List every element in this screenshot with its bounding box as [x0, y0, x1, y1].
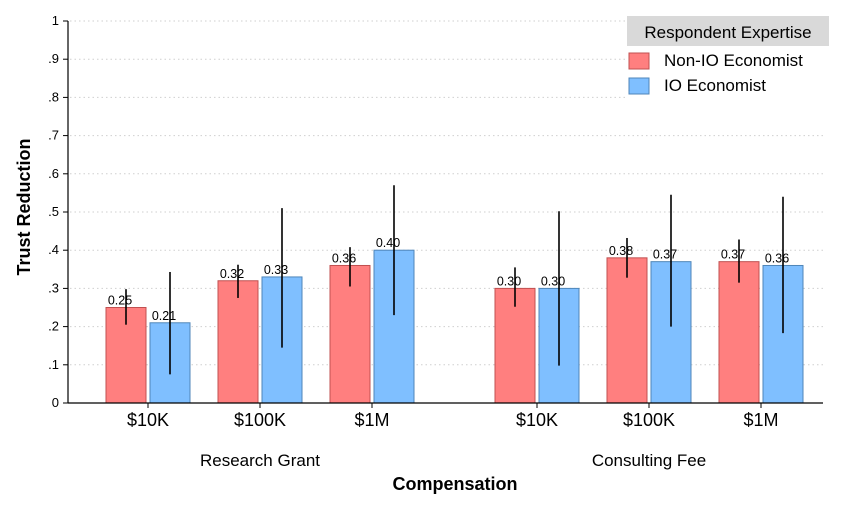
labels: 0 .1 .2 .3 .4 .5 .6 .7 .8 .9 1 0.25 0.21 $10K 0.32 0.33…: [48, 13, 789, 470]
legend-label-non-io: Non-IO Economist: [664, 51, 803, 70]
legend-swatch-io: [628, 77, 650, 95]
group-label: Consulting Fee: [592, 451, 706, 470]
y-tick-label: 1: [52, 13, 59, 28]
data-label: 0.37: [653, 248, 677, 262]
y-tick-label: .8: [48, 89, 59, 104]
legend-title: Respondent Expertise: [644, 23, 811, 42]
bar-non-io: [329, 264, 371, 404]
legend-title-background: [627, 16, 829, 46]
legend: Respondent Expertise Non-IO Economist IO…: [627, 16, 829, 102]
data-label: 0.30: [541, 274, 565, 288]
y-tick-label: .4: [48, 242, 59, 257]
legend-swatch-non-io: [628, 52, 650, 70]
x-tick-label: $10K: [516, 410, 558, 430]
x-tick-label: $100K: [623, 410, 675, 430]
bar-non-io: [718, 261, 760, 404]
bars: [105, 185, 804, 404]
y-tick-label: .9: [48, 51, 59, 66]
y-tick-label: .1: [48, 357, 59, 372]
y-tick-label: .3: [48, 280, 59, 295]
bar-non-io: [606, 257, 648, 404]
data-label: 0.30: [497, 274, 521, 288]
data-label: 0.37: [721, 248, 745, 262]
data-label: 0.32: [220, 267, 244, 281]
y-tick-label: .5: [48, 204, 59, 219]
bar-non-io: [217, 280, 259, 404]
axes: [63, 20, 823, 408]
legend-body: [627, 50, 827, 102]
x-tick-label: $100K: [234, 410, 286, 430]
data-label: 0.25: [108, 294, 132, 308]
data-label: 0.40: [376, 236, 400, 250]
y-tick-label: .2: [48, 319, 59, 334]
y-tick-label: 0: [52, 395, 59, 410]
y-tick-label: .6: [48, 166, 59, 181]
x-axis-title: Compensation: [392, 474, 517, 494]
x-tick-label: $10K: [127, 410, 169, 430]
bar-non-io: [494, 287, 536, 404]
x-tick-label: $1M: [743, 410, 778, 430]
y-tick-label: .7: [48, 128, 59, 143]
legend-label-io: IO Economist: [664, 76, 766, 95]
data-label: 0.33: [264, 263, 288, 277]
y-axis-title: Trust Reduction: [14, 138, 34, 275]
data-label: 0.36: [765, 251, 789, 265]
data-label: 0.36: [332, 251, 356, 265]
data-label: 0.38: [609, 244, 633, 258]
data-label: 0.21: [152, 309, 176, 323]
group-label: Research Grant: [200, 451, 320, 470]
x-tick-label: $1M: [354, 410, 389, 430]
